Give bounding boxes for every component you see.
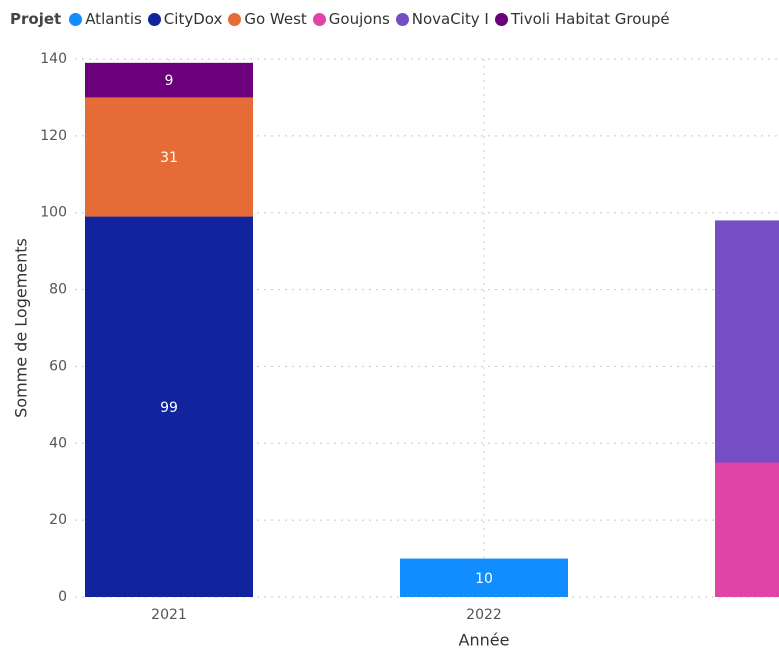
legend-item[interactable]: Atlantis [69, 10, 142, 28]
legend-swatch [69, 12, 83, 26]
legend-label: Goujons [328, 10, 390, 28]
data-label: 9 [165, 73, 174, 89]
bar-segment [85, 216, 253, 598]
y-axis-title: Somme de Logements [12, 238, 31, 418]
bar-segment [85, 97, 253, 217]
legend-swatch [494, 12, 508, 26]
y-tick-label: 40 [49, 435, 67, 451]
bar-segment [85, 62, 253, 98]
bar-segment [400, 558, 568, 597]
legend-item[interactable]: Tivoli Habitat Groupé [494, 10, 670, 28]
legend-title: Projet [10, 10, 62, 28]
legend-label: CityDox [163, 10, 223, 28]
legend-item[interactable]: CityDox [147, 10, 223, 28]
y-tick-label: 100 [40, 205, 67, 221]
legend-item[interactable]: Goujons [312, 10, 390, 28]
data-label: 99 [160, 400, 178, 416]
x-tick-label: 2022 [466, 607, 502, 623]
bar-segment [715, 220, 779, 463]
data-label: 10 [475, 571, 493, 587]
y-tick-label: 20 [49, 512, 67, 528]
y-tick-label: 140 [40, 51, 67, 67]
legend-label: Tivoli Habitat Groupé [510, 10, 670, 28]
data-label: 31 [160, 150, 178, 166]
legend-label: Atlantis [85, 10, 142, 28]
x-axis-title: Année [459, 631, 510, 650]
y-tick-label: 80 [49, 282, 67, 298]
y-tick-label: 60 [49, 358, 67, 374]
legend-label: NovaCity I [411, 10, 489, 28]
x-tick-label: 2021 [151, 607, 187, 623]
legend-swatch [147, 12, 161, 26]
legend-swatch [312, 12, 326, 26]
legend: Projet Atlantis CityDox Go West Goujons Nova… [10, 10, 676, 28]
legend-item[interactable]: Go West [228, 10, 307, 28]
legend-swatch [395, 12, 409, 26]
y-tick-label: 0 [58, 589, 67, 605]
y-tick-label: 120 [40, 128, 67, 144]
legend-label: Go West [244, 10, 307, 28]
legend-swatch [228, 12, 242, 26]
legend-item[interactable]: NovaCity I [395, 10, 489, 28]
bar-segment [715, 462, 779, 597]
